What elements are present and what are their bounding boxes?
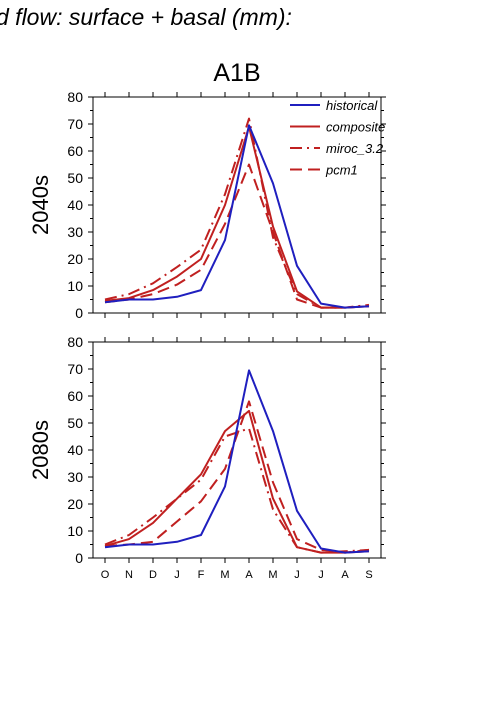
y-tick-label: 60: [67, 143, 83, 159]
series-line-historical: [104, 369, 370, 554]
x-tick-label: A: [341, 569, 349, 581]
series-line-miroc-3-2: [104, 427, 370, 554]
legend-label: composite: [326, 120, 385, 135]
series-line-composite: [104, 409, 370, 554]
chart-title: A1B: [213, 59, 260, 87]
y-tick-label: 20: [67, 496, 83, 512]
y-tick-label: 20: [67, 251, 83, 267]
x-tick-label: J: [318, 569, 324, 581]
chart-panel-2080s: 0 10 20 30 40 50 60 70 80 O N D J F M A M J J A S 2080s: [28, 334, 386, 581]
y-tick-label: 70: [67, 116, 83, 132]
y-axis-label: 2080s: [28, 420, 53, 480]
y-tick-label: 80: [67, 89, 83, 105]
legend-label: miroc_3.2: [326, 141, 384, 156]
page-title: d flow: surface + basal (mm):: [0, 4, 292, 30]
y-tick-label: 70: [67, 361, 83, 377]
x-tick-label: F: [198, 569, 205, 581]
x-tick-label: N: [125, 569, 133, 581]
y-tick-label: 30: [67, 224, 83, 240]
x-tick-label: J: [294, 569, 300, 581]
plot-frame: [92, 341, 382, 559]
x-tick-label: S: [365, 569, 372, 581]
y-tick-label: 50: [67, 170, 83, 186]
x-tick-label: M: [220, 569, 229, 581]
y-tick-label: 80: [67, 334, 83, 350]
x-tick-label: O: [101, 569, 110, 581]
y-axis-label: 2040s: [28, 175, 53, 235]
y-tick-label: 10: [67, 278, 83, 294]
y-tick-label: 50: [67, 415, 83, 431]
y-tick-label: 10: [67, 523, 83, 539]
series-line-historical: [104, 124, 370, 309]
chart-panel-2040s: 0 10 20 30 40 50 60 70 80 A1B 2040s historical compo…: [28, 59, 386, 321]
series-line-pcm1: [104, 163, 370, 309]
x-tick-label: D: [149, 569, 157, 581]
y-tick-label: 0: [75, 305, 83, 321]
y-tick-label: 0: [75, 550, 83, 566]
legend-label: historical: [326, 98, 378, 113]
series-line-composite: [104, 125, 370, 309]
x-tick-label: J: [174, 569, 180, 581]
legend-label: pcm1: [325, 163, 358, 178]
y-tick-label: 30: [67, 469, 83, 485]
x-tick-label: M: [268, 569, 277, 581]
y-tick-label: 60: [67, 388, 83, 404]
y-tick-label: 40: [67, 442, 83, 458]
x-tick-label: A: [245, 569, 253, 581]
y-tick-label: 40: [67, 197, 83, 213]
series-line-pcm1: [104, 400, 370, 554]
